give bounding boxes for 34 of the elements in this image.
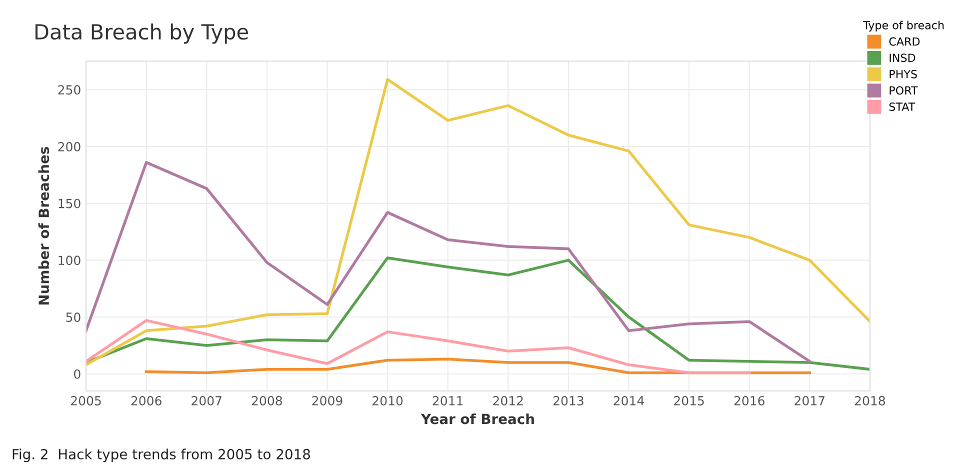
legend-label: CARD <box>889 37 920 46</box>
y-tick-label: 0 <box>74 369 80 379</box>
x-tick-label: 2011 <box>432 396 463 406</box>
caption: Fig. 2 Hack type trends from 2005 to 2018 <box>12 448 310 462</box>
line-series <box>86 78 870 366</box>
x-tick-label: 2018 <box>854 396 886 406</box>
x-tick-label: 2009 <box>312 396 342 406</box>
legend-label: STAT <box>889 102 916 111</box>
x-axis-title: Year of Breach <box>420 413 534 424</box>
y-tick-label: 150 <box>58 198 80 208</box>
x-tick-label: 2012 <box>493 396 523 406</box>
y-tick-label: 50 <box>66 312 80 322</box>
y-tick-label: 100 <box>58 256 80 266</box>
x-tick-label: 2005 <box>71 396 101 406</box>
legend-label: PHYS <box>890 70 917 78</box>
line-series <box>86 256 870 371</box>
line-series <box>86 161 812 363</box>
x-tick-label: 2006 <box>131 396 162 406</box>
chart-title: Data Breach by Type <box>36 24 248 44</box>
x-tick-label: 2010 <box>372 396 403 406</box>
legend-label: INSD <box>890 54 916 62</box>
legend-title: Type of breach <box>863 20 944 32</box>
x-tick-label: 2013 <box>553 396 584 406</box>
legend-label: PORT <box>890 86 918 95</box>
y-tick-label: 250 <box>58 85 80 95</box>
x-tick-label: 2015 <box>674 396 704 406</box>
x-tick-label: 2017 <box>794 396 824 406</box>
x-tick-label: 2007 <box>192 396 222 406</box>
x-tick-label: 2016 <box>734 396 764 406</box>
x-tick-label: 2008 <box>252 396 282 406</box>
y-axis-title: Number of Breaches <box>38 146 50 305</box>
line-series <box>86 319 751 374</box>
x-tick-label: 2014 <box>614 396 644 406</box>
y-tick-label: 200 <box>58 142 80 152</box>
